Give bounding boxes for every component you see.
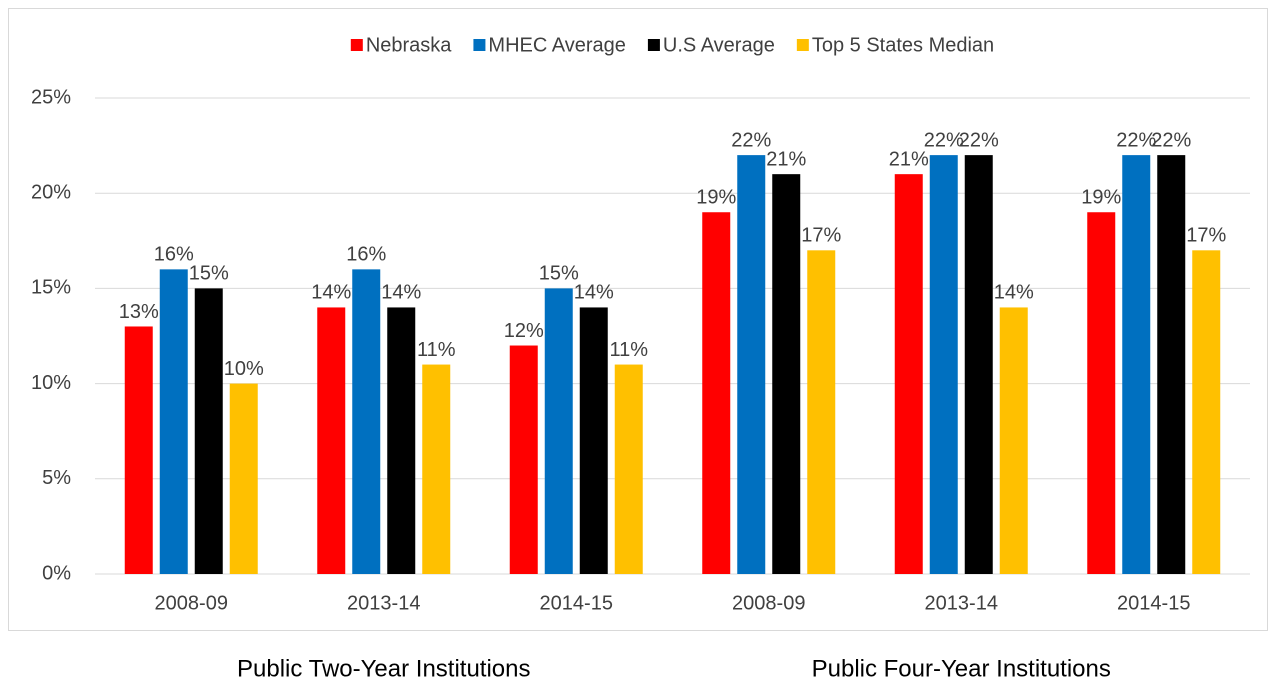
data-label: 14% (381, 282, 421, 304)
bar (929, 155, 958, 574)
data-label: 21% (766, 148, 806, 170)
data-label: 10% (224, 358, 264, 380)
bar (579, 307, 608, 574)
bar (999, 307, 1028, 574)
bar (509, 345, 538, 574)
data-label: 21% (889, 148, 929, 170)
legend-swatch (647, 39, 660, 51)
data-label: 22% (924, 129, 964, 151)
data-label: 19% (696, 187, 736, 209)
data-label: 15% (539, 263, 579, 285)
data-label: 17% (801, 225, 841, 247)
data-label: 22% (1116, 129, 1156, 151)
x-tick-label: 2014-15 (1117, 592, 1190, 614)
x-tick-label: 2008-09 (155, 592, 228, 614)
bar (387, 307, 416, 574)
legend-swatch (473, 39, 486, 51)
legend-swatch (350, 39, 363, 51)
data-label: 16% (154, 244, 194, 266)
bar (229, 383, 258, 574)
legend-label: MHEC Average (488, 34, 625, 56)
x-tick-label: 2014-15 (540, 592, 613, 614)
x-tick-label: 2008-09 (732, 592, 805, 614)
bar (124, 326, 153, 574)
data-label: 14% (311, 282, 351, 304)
data-label: 11% (417, 339, 456, 361)
bar (1192, 250, 1221, 574)
y-tick-label: 0% (42, 562, 71, 584)
bar (614, 364, 643, 574)
data-label: 16% (346, 244, 386, 266)
bar (317, 307, 346, 574)
bar (772, 174, 801, 574)
bar (194, 288, 223, 574)
data-label: 11% (609, 339, 648, 361)
y-tick-label: 15% (31, 277, 71, 299)
y-tick-label: 20% (31, 181, 71, 203)
data-label: 15% (189, 263, 229, 285)
bar (544, 288, 573, 574)
bar (964, 155, 993, 574)
bar (737, 155, 766, 574)
legend-label: Nebraska (366, 34, 452, 56)
group-label: Public Two-Year Institutions (237, 655, 531, 682)
group-label: Public Four-Year Institutions (812, 655, 1111, 682)
legend-label: Top 5 States Median (812, 34, 994, 56)
bar (422, 364, 451, 574)
data-label: 12% (504, 320, 544, 342)
data-label: 22% (959, 129, 999, 151)
bar (894, 174, 923, 574)
y-tick-label: 5% (42, 467, 71, 489)
data-label: 14% (574, 282, 614, 304)
data-label: 19% (1081, 187, 1121, 209)
y-tick-label: 25% (31, 86, 71, 108)
legend-swatch (796, 39, 809, 51)
bar (807, 250, 836, 574)
x-tick-label: 2013-14 (925, 592, 998, 614)
bar (159, 269, 188, 574)
bar (1157, 155, 1186, 574)
legend-label: U.S Average (663, 34, 775, 56)
data-label: 13% (119, 301, 159, 323)
data-label: 17% (1186, 225, 1226, 247)
bar (702, 212, 731, 575)
bar (352, 269, 381, 574)
data-label: 22% (1151, 129, 1191, 151)
data-label: 22% (731, 129, 771, 151)
bar (1122, 155, 1151, 574)
bar (1087, 212, 1116, 575)
data-label: 14% (994, 282, 1034, 304)
y-tick-label: 10% (31, 372, 71, 394)
x-tick-label: 2013-14 (347, 592, 420, 614)
